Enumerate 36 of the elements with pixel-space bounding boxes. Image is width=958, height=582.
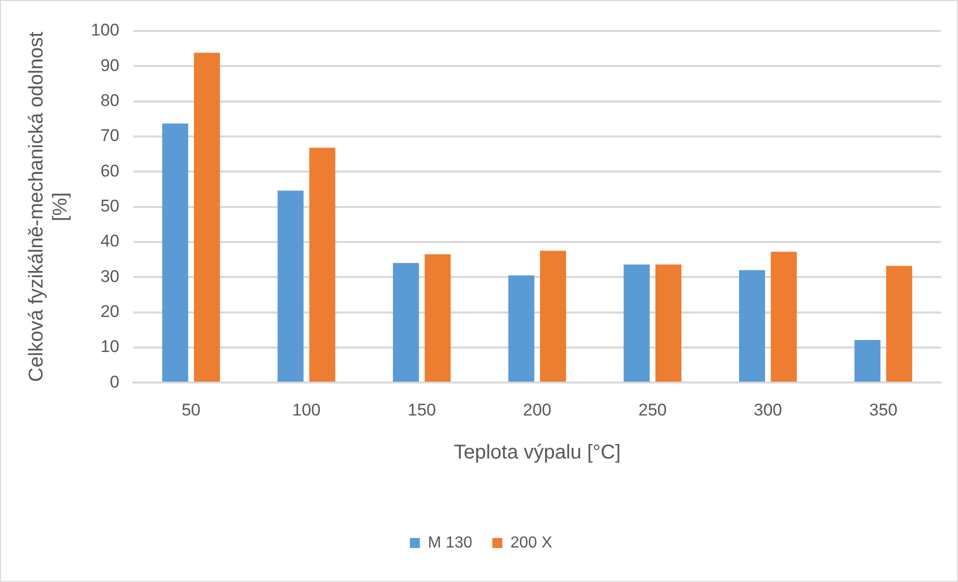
bar (392, 263, 419, 382)
y-tick-label: 40 (100, 232, 120, 251)
x-tick-label: 150 (408, 400, 436, 420)
y-tick-label: 100 (90, 20, 120, 40)
x-tick-label: 50 (182, 400, 201, 420)
legend-label: M 130 (428, 534, 472, 552)
y-tick-label: 80 (100, 91, 120, 110)
y-tick-label: 0 (110, 372, 120, 392)
bar (770, 252, 797, 382)
y-tick-label: 50 (100, 196, 120, 216)
x-tick-label: 350 (869, 400, 898, 420)
bar (508, 275, 534, 382)
bar (424, 254, 451, 382)
y-axis-title: Celková fyzikálně-mechanická odolnost [%] (26, 31, 72, 382)
bar (162, 123, 188, 382)
y-tick-label: 10 (100, 337, 120, 356)
bar (739, 270, 766, 382)
bar (540, 250, 566, 382)
x-tick-label: 300 (754, 400, 782, 420)
y-tick-label: 70 (100, 126, 120, 146)
x-tick-label: 100 (292, 400, 321, 420)
bar (624, 264, 650, 382)
x-tick-label: 200 (522, 400, 552, 420)
y-tick-label: 20 (100, 302, 120, 321)
bar (309, 148, 336, 382)
y-tick-label: 90 (100, 56, 120, 75)
bar (886, 266, 912, 382)
bar (655, 264, 682, 382)
bar (194, 52, 220, 382)
x-tick-label: 250 (638, 400, 667, 420)
x-axis-title: Teplota výpalu [°C] (454, 442, 621, 464)
legend-label: 200 X (510, 534, 552, 552)
bar (854, 340, 880, 382)
y-tick-label: 30 (100, 266, 120, 286)
y-tick-label: 60 (100, 161, 120, 180)
bar (278, 190, 304, 382)
